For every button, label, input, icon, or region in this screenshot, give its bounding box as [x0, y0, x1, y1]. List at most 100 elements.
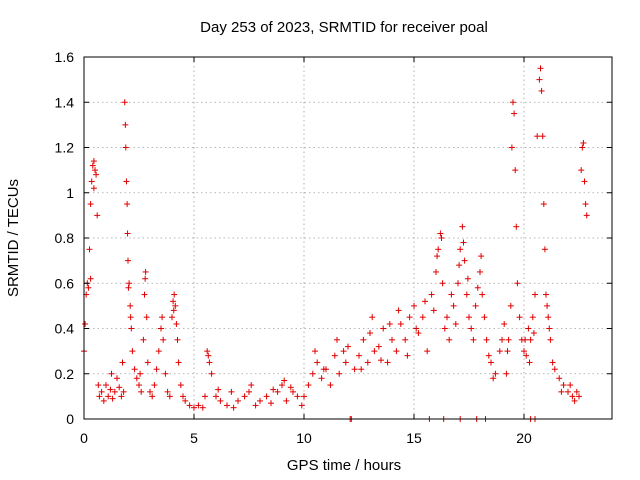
- data-point: [131, 366, 138, 373]
- x-tick-label: 20: [516, 430, 532, 446]
- data-point: [224, 402, 230, 409]
- data-point: [279, 382, 285, 389]
- data-point: [119, 359, 126, 366]
- data-point: [320, 366, 327, 373]
- data-point: [248, 382, 255, 389]
- data-point: [140, 336, 147, 343]
- data-point: [514, 280, 521, 287]
- data-point: [523, 352, 530, 359]
- data-point: [422, 298, 428, 305]
- data-point: [129, 348, 136, 355]
- data-point: [86, 246, 93, 253]
- data-point: [522, 336, 529, 343]
- data-point: [96, 393, 103, 400]
- x-tick-label: 0: [80, 430, 88, 446]
- data-point: [230, 404, 237, 411]
- data-point: [133, 375, 140, 382]
- data-point: [100, 397, 107, 404]
- x-tick-label: 15: [406, 430, 422, 446]
- data-point: [177, 382, 184, 389]
- data-point: [477, 268, 483, 275]
- data-point: [180, 393, 186, 400]
- y-tick-label: 1.4: [55, 94, 75, 110]
- data-point: [545, 314, 552, 321]
- data-point: [496, 348, 503, 355]
- data-point: [448, 291, 455, 298]
- data-point: [213, 393, 219, 400]
- data-point: [579, 144, 586, 151]
- data-point: [356, 352, 362, 359]
- data-point: [490, 375, 497, 382]
- data-point: [118, 393, 125, 400]
- data-point: [252, 402, 259, 409]
- data-point: [549, 359, 556, 366]
- data-point: [127, 314, 134, 321]
- data-point: [215, 386, 222, 393]
- data-point: [452, 320, 459, 327]
- data-point: [512, 167, 519, 174]
- data-point: [541, 246, 548, 253]
- data-point: [457, 246, 464, 253]
- data-point: [116, 384, 123, 391]
- data-point: [536, 76, 543, 83]
- data-point: [560, 382, 567, 389]
- y-tick-label: 1.6: [55, 49, 75, 65]
- data-point: [144, 359, 151, 366]
- data-point: [404, 352, 411, 359]
- data-point: [301, 393, 307, 400]
- data-point: [395, 307, 402, 314]
- data-point: [529, 314, 536, 321]
- data-point: [204, 348, 211, 355]
- data-point: [530, 330, 537, 337]
- data-point: [582, 201, 589, 208]
- data-point: [191, 404, 197, 411]
- y-tick-label: 0.6: [55, 275, 75, 291]
- y-tick-label: 1: [66, 185, 74, 201]
- data-point: [89, 162, 96, 169]
- y-axis-label: SRMTID / TECUs: [5, 179, 22, 297]
- data-point: [202, 393, 208, 400]
- data-point: [556, 375, 563, 382]
- data-point: [571, 397, 578, 404]
- data-point: [510, 99, 516, 106]
- data-point: [501, 320, 508, 327]
- data-point: [120, 388, 127, 395]
- data-point: [125, 284, 132, 291]
- data-point: [142, 275, 149, 282]
- data-point: [424, 348, 431, 355]
- data-point: [108, 370, 115, 377]
- data-point: [305, 382, 312, 389]
- data-point: [351, 366, 358, 373]
- data-point: [504, 348, 511, 355]
- grid: [84, 57, 612, 419]
- data-points: [81, 65, 590, 422]
- data-point: [186, 402, 193, 409]
- data-point: [174, 336, 181, 343]
- data-point: [314, 359, 321, 366]
- data-point: [246, 388, 252, 395]
- data-point: [558, 388, 565, 395]
- data-point: [466, 314, 472, 321]
- data-point: [456, 262, 463, 269]
- data-point: [384, 359, 391, 366]
- data-point: [195, 402, 202, 409]
- data-point: [162, 370, 169, 377]
- data-point: [375, 343, 382, 350]
- data-point: [483, 336, 490, 343]
- data-point: [127, 302, 134, 309]
- data-point: [87, 275, 94, 282]
- data-point: [455, 280, 461, 287]
- data-point: [164, 388, 171, 395]
- data-point: [441, 325, 448, 332]
- data-point: [419, 314, 426, 321]
- data-point: [172, 302, 179, 309]
- data-point: [580, 139, 587, 146]
- data-point: [90, 158, 97, 165]
- data-point: [583, 212, 590, 219]
- data-point: [90, 185, 97, 192]
- data-point: [450, 302, 457, 309]
- data-point: [479, 291, 486, 298]
- data-point: [270, 386, 277, 393]
- data-point: [397, 320, 404, 327]
